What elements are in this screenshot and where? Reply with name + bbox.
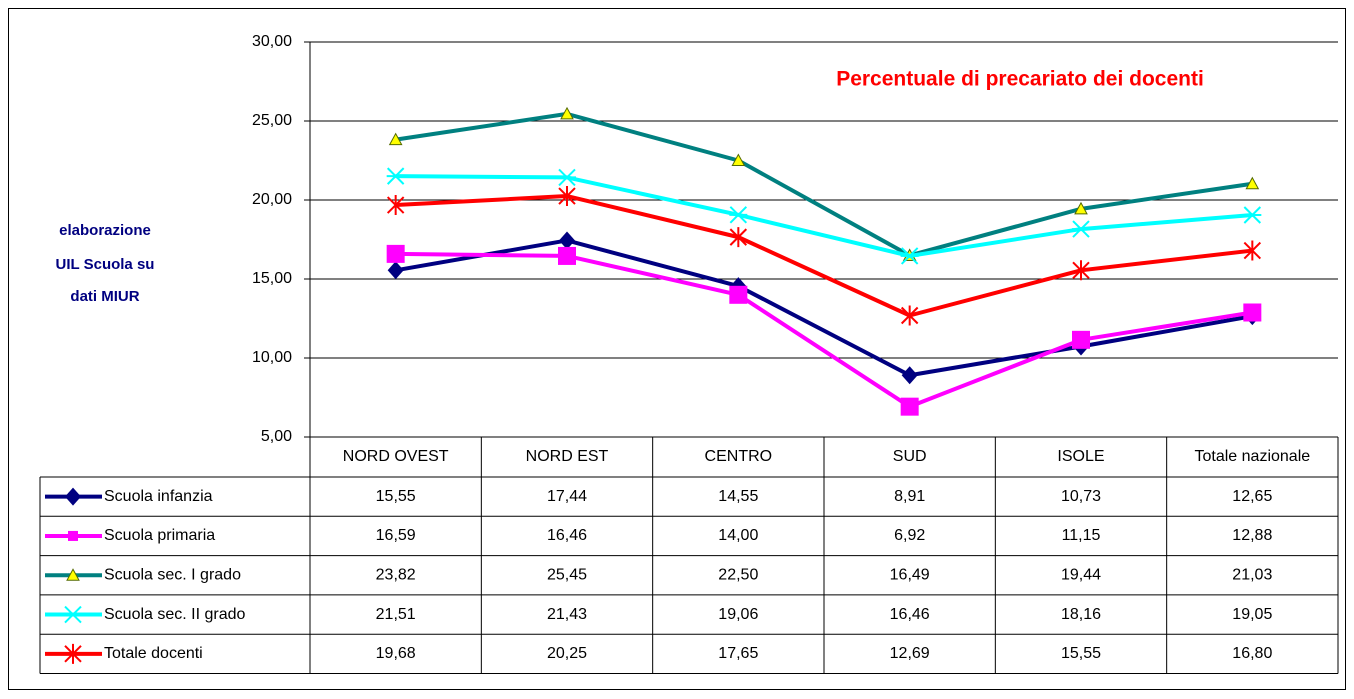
y-tick-label: 5,00 [261,428,292,445]
marker [1243,206,1262,224]
legend-marker [68,530,78,541]
table-cell: 14,00 [718,527,758,544]
annotation: elaborazione [59,222,151,239]
table-cell: 16,46 [890,606,930,623]
legend-label: Scuola sec. II grado [104,606,246,623]
marker [1072,260,1090,281]
table-cell: 15,55 [1061,645,1101,662]
marker [729,285,748,304]
series-line [395,194,1253,318]
series-line [395,238,1253,378]
chart-frame [8,8,1346,690]
table-cell: 18,16 [1061,606,1101,623]
table-cell: 25,45 [547,566,587,583]
marker [558,186,576,207]
table-cell: 11,15 [1062,527,1101,544]
legend-marker [65,487,81,506]
series-line [395,251,1253,409]
marker [1072,330,1090,349]
x-tick-label: Totale nazionale [1195,448,1311,465]
x-tick-label: ISOLE [1057,448,1104,465]
x-tick-label: NORD EST [526,448,609,465]
table-cell: 17,65 [718,645,758,662]
annotation: UIL Scuola su [56,256,155,273]
marker [559,231,575,250]
marker [388,132,403,146]
table-cell: 12,65 [1232,488,1272,505]
marker [900,305,919,326]
marker [729,206,748,224]
table-cell: 21,51 [376,606,416,623]
table-cell: 16,49 [890,566,930,583]
table-cell: 19,05 [1232,606,1272,623]
marker [1074,201,1088,215]
table-cell: 12,88 [1232,527,1272,544]
marker [731,153,746,166]
y-tick-label: 10,00 [252,349,292,366]
marker [386,244,405,263]
y-tick-label: 15,00 [252,270,292,287]
x-tick-label: NORD OVEST [343,448,449,465]
marker [729,227,748,248]
table-cell: 6,92 [894,527,925,544]
legend-marker [64,605,82,624]
table-cell: 17,44 [547,488,587,505]
marker [386,195,405,216]
x-tick-label: SUD [893,448,927,465]
table-cell: 16,46 [547,527,587,544]
table-cell: 19,68 [376,645,416,662]
table-cell: 16,80 [1232,645,1272,662]
marker [900,397,919,416]
series-line [395,174,1253,258]
table-cell: 19,44 [1061,566,1101,583]
table-cell: 22,50 [718,566,758,583]
legend-marker [64,643,82,664]
x-tick-label: CENTRO [705,448,773,465]
table-cell: 10,73 [1061,488,1101,505]
legend-label: Totale docenti [104,645,203,662]
chart-title: Percentuale di precariato dei docenti [836,68,1204,91]
legend-label: Scuola sec. I grado [104,566,241,583]
legend-label: Scuola infanzia [104,488,213,505]
table-cell: 15,55 [376,488,416,505]
y-tick-label: 25,00 [252,112,292,129]
table-cell: 8,91 [894,488,925,505]
marker [387,261,404,280]
marker [1243,303,1262,322]
y-tick-label: 30,00 [252,33,292,50]
table-cell: 20,25 [547,645,587,662]
marker [1243,240,1262,261]
marker [901,366,918,385]
table-cell: 16,59 [376,527,416,544]
table-cell: 14,55 [718,488,758,505]
legend-label: Scuola primaria [104,527,215,544]
annotation: dati MIUR [70,288,139,305]
marker [386,167,405,185]
table-cell: 21,43 [547,606,587,623]
y-tick-label: 20,00 [252,191,292,208]
legend-marker [66,568,80,581]
marker [1072,220,1090,238]
marker [900,247,919,265]
table-cell: 23,82 [376,566,416,583]
marker [558,168,576,187]
marker [560,106,574,120]
table-cell: 19,06 [718,606,758,623]
marker [1245,176,1260,190]
series-line [395,111,1253,258]
table-cell: 21,03 [1232,566,1272,583]
marker [558,246,576,265]
table-cell: 12,69 [890,645,930,662]
